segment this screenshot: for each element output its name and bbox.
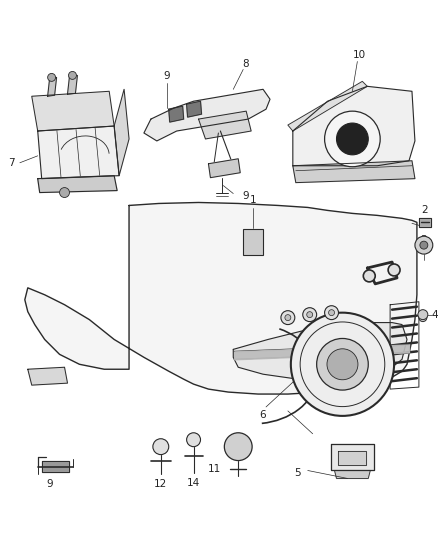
Polygon shape	[32, 91, 114, 131]
Circle shape	[281, 311, 295, 325]
Polygon shape	[38, 176, 117, 192]
Text: 5: 5	[294, 469, 301, 479]
Circle shape	[325, 111, 380, 167]
Text: 2: 2	[421, 205, 428, 215]
Text: 9: 9	[243, 190, 250, 200]
Text: 9: 9	[46, 479, 53, 489]
Text: 14: 14	[187, 479, 200, 488]
Text: 6: 6	[260, 410, 266, 420]
Polygon shape	[233, 322, 407, 379]
Polygon shape	[67, 75, 78, 94]
Circle shape	[388, 264, 400, 276]
Circle shape	[153, 439, 169, 455]
Polygon shape	[335, 471, 370, 479]
Polygon shape	[288, 82, 367, 131]
Circle shape	[325, 306, 339, 320]
Text: 1: 1	[250, 196, 256, 206]
Text: 9: 9	[163, 71, 170, 82]
Circle shape	[303, 308, 317, 321]
Polygon shape	[28, 367, 67, 385]
Polygon shape	[198, 111, 251, 139]
Polygon shape	[293, 86, 415, 166]
Circle shape	[327, 349, 358, 379]
Text: 12: 12	[154, 479, 167, 489]
Polygon shape	[208, 159, 240, 177]
Polygon shape	[187, 101, 201, 117]
Circle shape	[418, 310, 428, 320]
Circle shape	[48, 74, 56, 82]
Text: 8: 8	[242, 59, 248, 69]
Circle shape	[363, 270, 375, 282]
Text: 3: 3	[420, 235, 427, 245]
Polygon shape	[339, 450, 366, 465]
Circle shape	[285, 314, 291, 320]
Polygon shape	[293, 161, 415, 183]
Polygon shape	[331, 443, 374, 471]
Circle shape	[187, 433, 201, 447]
Circle shape	[224, 433, 252, 461]
Polygon shape	[38, 126, 119, 179]
Text: B: B	[251, 239, 255, 245]
Circle shape	[420, 241, 428, 249]
Circle shape	[336, 123, 368, 155]
Polygon shape	[419, 219, 431, 227]
Polygon shape	[25, 203, 417, 394]
Circle shape	[419, 313, 427, 321]
Circle shape	[60, 188, 70, 198]
Polygon shape	[114, 90, 129, 176]
Polygon shape	[48, 77, 57, 96]
Polygon shape	[169, 106, 184, 122]
Text: 11: 11	[208, 464, 221, 473]
Circle shape	[328, 310, 335, 316]
Text: 4: 4	[432, 310, 438, 320]
Text: 7: 7	[9, 158, 15, 168]
Circle shape	[291, 313, 394, 416]
Bar	[243, 229, 263, 255]
Polygon shape	[144, 90, 270, 141]
Polygon shape	[42, 461, 70, 472]
Circle shape	[415, 236, 433, 254]
Text: 10: 10	[353, 50, 366, 60]
Circle shape	[68, 71, 77, 79]
Circle shape	[307, 312, 313, 318]
Circle shape	[317, 338, 368, 390]
